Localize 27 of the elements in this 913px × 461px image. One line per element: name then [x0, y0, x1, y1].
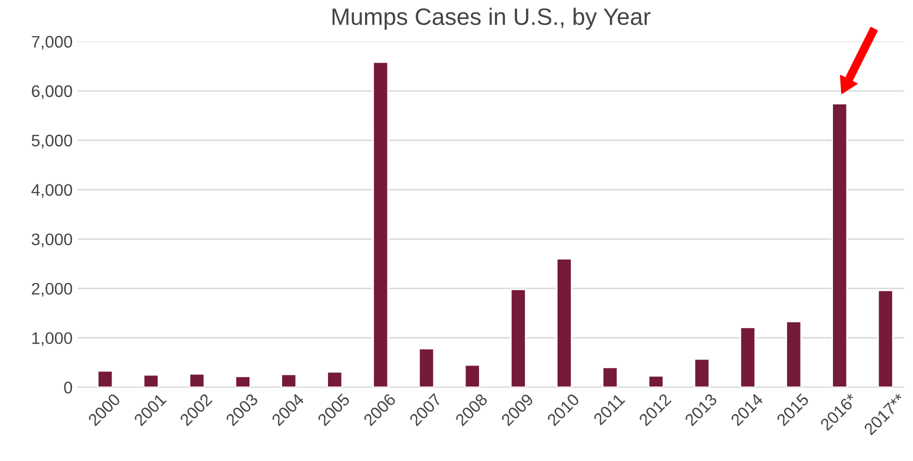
y-tick-label: 5,000: [32, 134, 72, 148]
y-tick-label: 2,000: [32, 282, 72, 297]
bar: [464, 364, 480, 388]
y-tick-label: 7,000: [32, 36, 72, 50]
bar: [97, 370, 114, 388]
bar: [786, 320, 802, 388]
y-tick-label: 0: [64, 382, 72, 394]
bar: [740, 326, 756, 388]
chart-title: Mumps Cases in U.S., by Year: [332, 8, 650, 30]
bar: [556, 258, 572, 388]
bar: [143, 374, 160, 388]
bar: [648, 375, 664, 388]
bar: [280, 374, 297, 388]
bar: [602, 366, 618, 388]
bar: [234, 376, 251, 388]
y-tick-label: 3,000: [32, 233, 72, 248]
y-tick-label: 6,000: [32, 85, 72, 100]
y-tick-label: 4,000: [31, 184, 72, 198]
bar: [694, 358, 710, 388]
bar: [510, 288, 526, 388]
bar: [418, 348, 435, 388]
bar: [326, 371, 343, 388]
bar: [877, 290, 894, 388]
bar: [188, 373, 205, 388]
y-tick-label: 1,000: [32, 332, 72, 346]
bar: [832, 103, 848, 388]
bar: [372, 62, 389, 388]
